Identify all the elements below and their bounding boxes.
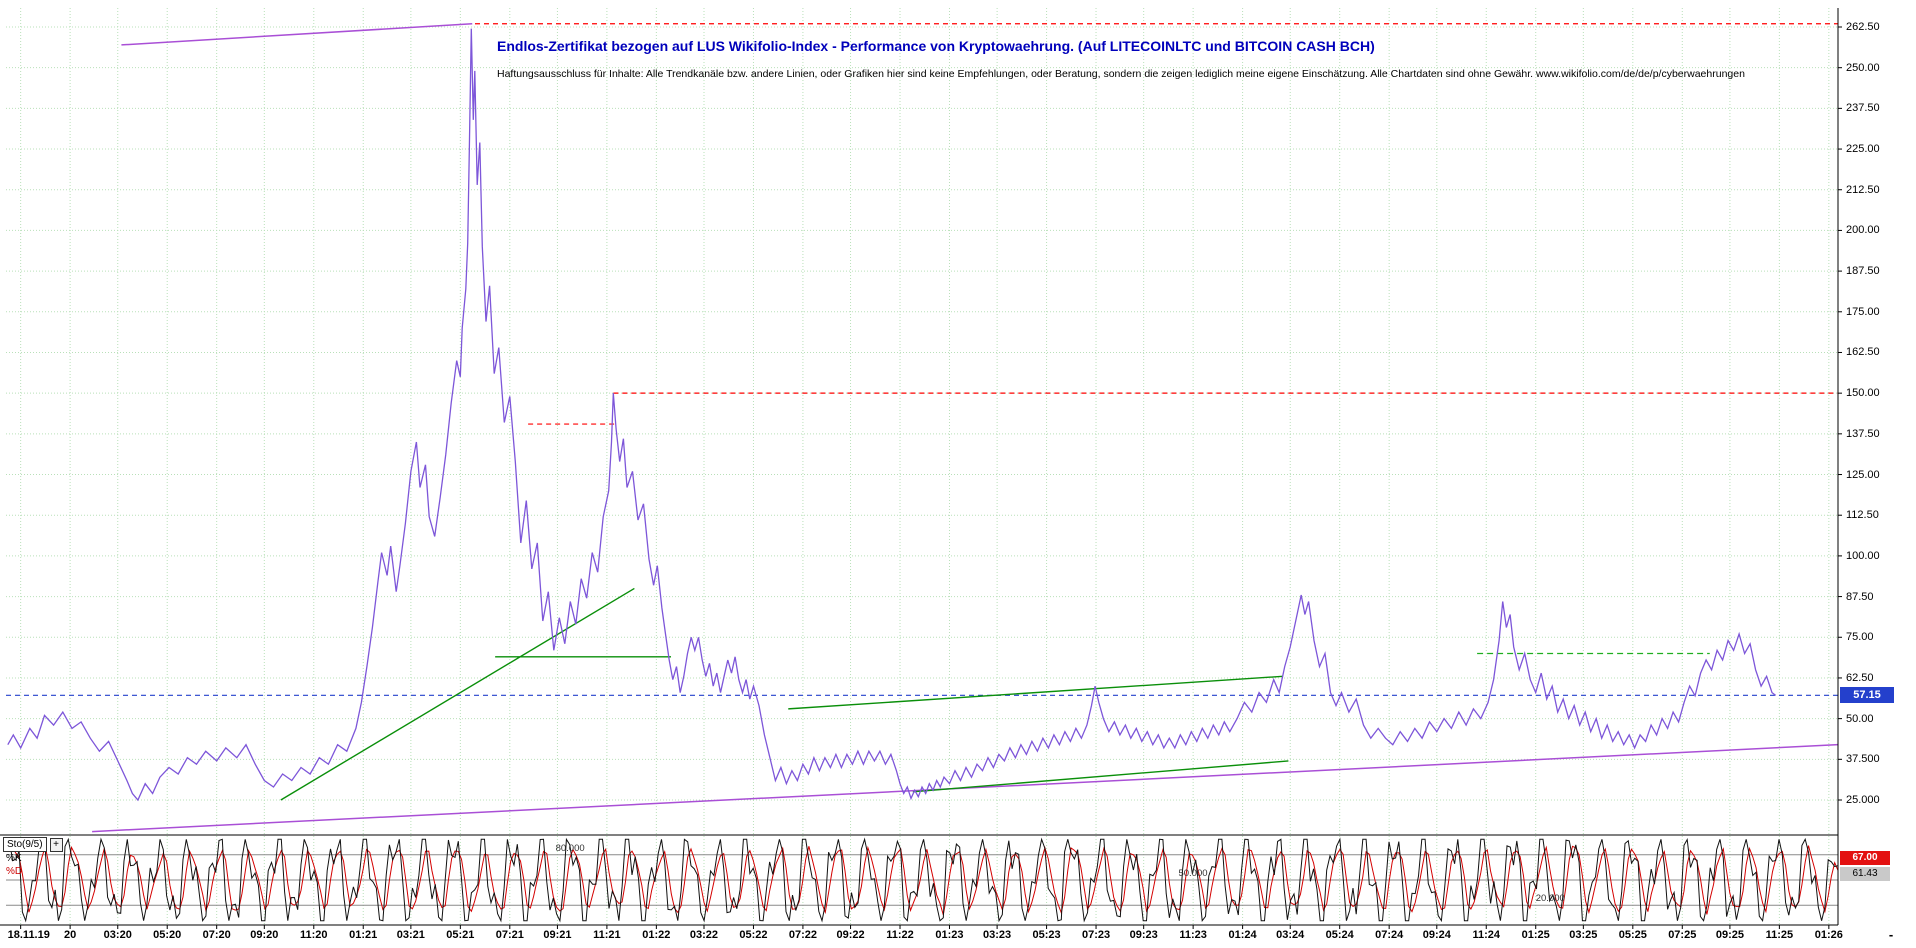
x-axis-label: 01:22 bbox=[642, 929, 671, 941]
y-axis-label: 112.50 bbox=[1846, 509, 1879, 522]
x-axis-label: 03:23 bbox=[983, 929, 1012, 941]
x-axis-label: 03:25 bbox=[1569, 929, 1598, 941]
sto-indicator-header: Sto(9/5) + bbox=[3, 837, 63, 852]
x-axis-label: 09:20 bbox=[250, 929, 279, 941]
x-axis-label: 09:25 bbox=[1715, 929, 1744, 941]
sto-k-line-label: %K bbox=[6, 853, 22, 864]
x-axis-label: 05:22 bbox=[739, 929, 768, 941]
x-axis-label: 03:22 bbox=[689, 929, 719, 941]
x-axis: 18.11.19 20 03:20 05:20 07:20 09:20 11:20 01:21… bbox=[0, 929, 1916, 947]
x-axis-label: 03:21 bbox=[396, 929, 425, 941]
y-axis-label: 100.00 bbox=[1846, 549, 1880, 562]
sto-add-indicator-button[interactable]: + bbox=[49, 837, 63, 852]
x-axis-label: 07:20 bbox=[202, 929, 231, 941]
x-axis-label: 05:20 bbox=[153, 929, 182, 941]
x-axis-label: 11:22 bbox=[886, 929, 914, 941]
x-axis-label: 01:23 bbox=[935, 929, 964, 941]
x-axis-label: 20 bbox=[63, 929, 77, 941]
x-axis-label: 03:20 bbox=[103, 929, 132, 941]
y-axis-label: 237.50 bbox=[1846, 102, 1880, 115]
x-axis-label: 11:21 bbox=[593, 929, 621, 941]
y-axis-label: 162.50 bbox=[1846, 346, 1880, 359]
y-axis-label: 225.00 bbox=[1846, 143, 1880, 156]
y-axis-label: 150.00 bbox=[1846, 387, 1880, 400]
y-axis-label: 212.50 bbox=[1846, 183, 1880, 196]
x-axis-label: 18.11.19 bbox=[7, 929, 50, 941]
x-axis-label: 11:23 bbox=[1179, 929, 1207, 941]
x-axis-label: 01:25 bbox=[1521, 929, 1550, 941]
y-axis: 262.50 250.00 237.50 225.00 212.50 200.00 187.… bbox=[1846, 0, 1916, 948]
last-price-badge: 57.15 bbox=[1840, 687, 1894, 703]
y-axis-label: 37.500 bbox=[1846, 753, 1880, 766]
x-axis-label: 11:20 bbox=[300, 929, 328, 941]
y-axis-label: 187.50 bbox=[1846, 265, 1880, 278]
x-axis-label: 05:25 bbox=[1618, 929, 1647, 941]
y-axis-label: 137.50 bbox=[1846, 427, 1880, 440]
y-axis-label: 62.50 bbox=[1846, 671, 1874, 684]
x-axis-label: 01:24 bbox=[1228, 929, 1257, 941]
x-axis-label: 07:25 bbox=[1668, 929, 1697, 941]
y-axis-label: 175.00 bbox=[1846, 305, 1880, 318]
x-axis-label: 01:21 bbox=[349, 929, 378, 941]
x-axis-label: 05:23 bbox=[1032, 929, 1061, 941]
sto-d-line-label: %D bbox=[6, 866, 23, 877]
x-axis-label: 09:21 bbox=[543, 929, 572, 941]
x-axis-label: 07:22 bbox=[788, 929, 817, 941]
y-axis-label: 200.00 bbox=[1846, 224, 1880, 237]
y-axis-label: 50.00 bbox=[1846, 712, 1874, 725]
x-axis-label: 09:24 bbox=[1422, 929, 1451, 941]
y-axis-label: 250.00 bbox=[1846, 61, 1880, 74]
x-axis-label: 07:23 bbox=[1081, 929, 1111, 941]
y-axis-label: 87.50 bbox=[1846, 590, 1874, 603]
x-axis-label: 09:22 bbox=[836, 929, 865, 941]
y-axis-label: 75.00 bbox=[1846, 631, 1874, 644]
zoom-out-button[interactable]: - bbox=[1888, 927, 1894, 942]
y-axis-label: 25.000 bbox=[1846, 794, 1880, 806]
x-axis-label: 07:24 bbox=[1375, 929, 1404, 941]
x-axis-label: 03:24 bbox=[1276, 929, 1305, 941]
x-axis-label: 09:23 bbox=[1129, 929, 1158, 941]
y-axis-label: 125.00 bbox=[1846, 468, 1880, 481]
x-axis-label: 11:24 bbox=[1472, 929, 1501, 941]
x-axis-label: 01:26 bbox=[1814, 929, 1843, 941]
sto-k-value-badge: 67.00 bbox=[1840, 851, 1890, 865]
sto-d-value-badge: 61.43 bbox=[1840, 867, 1890, 881]
x-axis-label: 11:25 bbox=[1765, 929, 1794, 941]
x-axis-label: 05:24 bbox=[1325, 929, 1354, 941]
x-axis-label: 05:21 bbox=[446, 929, 475, 941]
chart-disclaimer: Haftungsausschluss für Inhalte: Alle Tre… bbox=[497, 68, 1745, 80]
chart-title: Endlos-Zertifikat bezogen auf LUS Wikifo… bbox=[497, 38, 1375, 54]
sto-indicator-label[interactable]: Sto(9/5) bbox=[3, 837, 47, 852]
y-axis-label: 262.50 bbox=[1846, 21, 1880, 33]
x-axis-label: 07:21 bbox=[495, 929, 524, 941]
